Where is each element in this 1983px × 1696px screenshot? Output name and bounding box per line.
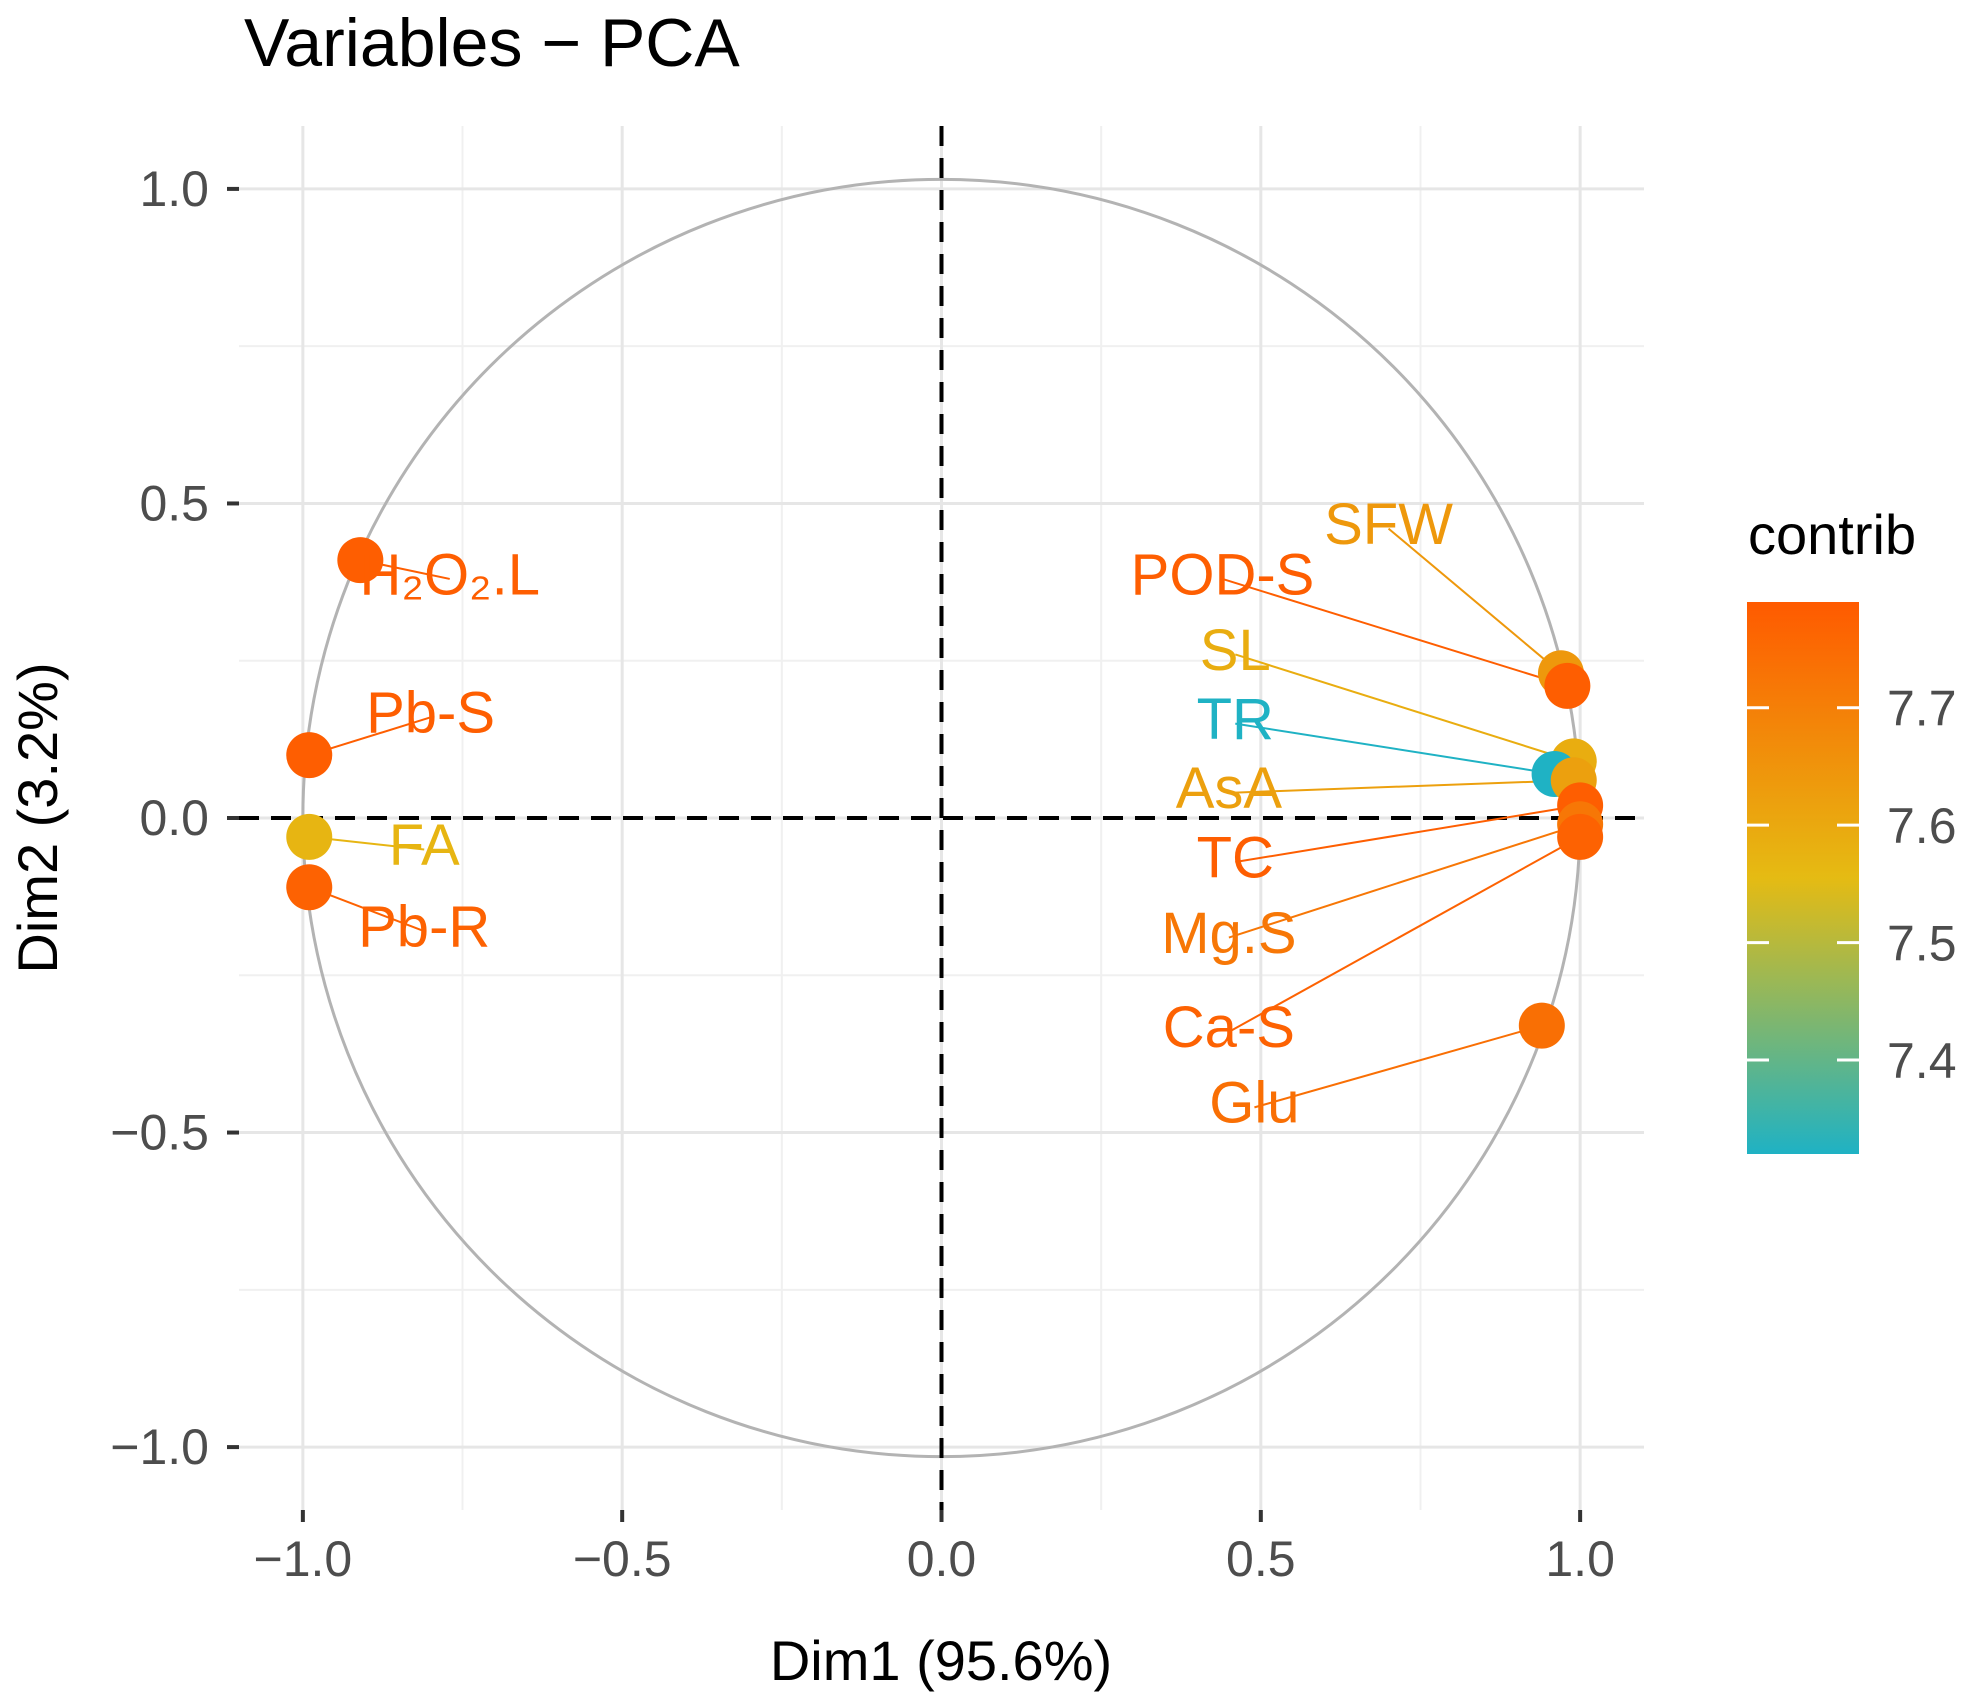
variable-point bbox=[337, 537, 384, 584]
y-tick-label: 1.0 bbox=[139, 161, 209, 217]
label-connector bbox=[1387, 527, 1562, 675]
x-tick-label: −1.0 bbox=[254, 1531, 353, 1587]
x-axis: −1.0 −0.5 0.0 0.5 1.0 bbox=[254, 1510, 1615, 1587]
x-axis-label: Dim1 (95.6%) bbox=[770, 1629, 1112, 1692]
variable-label: Pb-S bbox=[366, 681, 495, 746]
variable-label: FA bbox=[389, 813, 460, 878]
label-connector bbox=[1228, 835, 1581, 1033]
chart-title: Variables − PCA bbox=[244, 5, 740, 81]
variable-label: Mg.S bbox=[1161, 901, 1296, 966]
x-tick-label: 0.0 bbox=[907, 1531, 977, 1587]
label-connector bbox=[1234, 653, 1575, 763]
variable-point bbox=[286, 732, 333, 779]
y-tick-label: 0.0 bbox=[139, 790, 209, 846]
y-tick-label: 0.5 bbox=[139, 475, 209, 531]
variable-label: Pb-R bbox=[358, 895, 490, 960]
variable-label: SFW bbox=[1324, 492, 1453, 557]
variable-label: SL bbox=[1200, 618, 1271, 683]
variable-point bbox=[1557, 813, 1604, 860]
legend: contrib 7.4 7.5 7.6 7.7 bbox=[1747, 503, 1957, 1154]
variable-point bbox=[1518, 1002, 1565, 1049]
variable-label: H₂O₂.L bbox=[360, 542, 540, 607]
y-tick-label: −0.5 bbox=[110, 1105, 209, 1161]
label-connector bbox=[1254, 1024, 1543, 1109]
y-axis: −1.0 −0.5 0.0 0.5 1.0 bbox=[110, 161, 239, 1475]
variable-label: AsA bbox=[1176, 756, 1283, 821]
legend-title: contrib bbox=[1748, 503, 1916, 566]
variable-label: POD-S bbox=[1131, 542, 1315, 607]
label-connector bbox=[1235, 804, 1581, 864]
variable-point bbox=[286, 813, 333, 860]
x-tick-label: 1.0 bbox=[1545, 1531, 1615, 1587]
label-connectors bbox=[308, 527, 1581, 1109]
legend-colorbar bbox=[1747, 602, 1859, 1154]
variable-point bbox=[286, 864, 333, 911]
variable-label: TC bbox=[1197, 825, 1274, 890]
legend-tick-label: 7.5 bbox=[1887, 916, 1957, 972]
variable-label: TR bbox=[1197, 687, 1274, 752]
legend-tick-label: 7.4 bbox=[1887, 1033, 1957, 1089]
label-connector bbox=[1235, 722, 1555, 775]
x-tick-label: −0.5 bbox=[573, 1531, 672, 1587]
legend-tick-label: 7.7 bbox=[1887, 681, 1957, 737]
variable-label: Ca-S bbox=[1163, 995, 1295, 1060]
legend-tick-label: 7.6 bbox=[1887, 798, 1957, 854]
variable-points bbox=[286, 537, 1604, 1049]
label-connector bbox=[1222, 577, 1568, 687]
legend-ticks: 7.4 7.5 7.6 7.7 bbox=[1747, 681, 1957, 1089]
label-connector bbox=[1228, 779, 1574, 794]
y-axis-label: Dim2 (3.2%) bbox=[6, 662, 69, 973]
variable-point bbox=[1544, 662, 1591, 709]
label-connector bbox=[1228, 823, 1581, 939]
variable-label: Glu bbox=[1209, 1071, 1299, 1136]
y-tick-label: −1.0 bbox=[110, 1419, 209, 1475]
x-tick-label: 0.5 bbox=[1226, 1531, 1296, 1587]
